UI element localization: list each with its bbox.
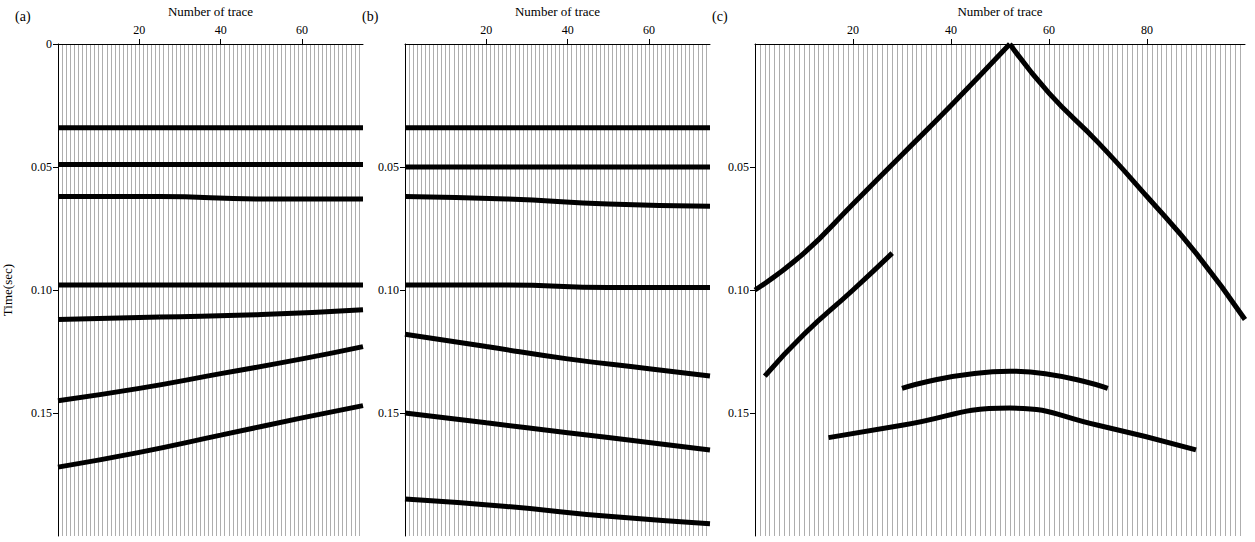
svg-text:20: 20 [133,23,145,37]
svg-text:40: 40 [215,23,227,37]
svg-text:60: 60 [643,23,655,37]
svg-text:(c): (c) [712,9,728,25]
svg-text:0.05: 0.05 [31,160,52,174]
svg-text:0.05: 0.05 [378,160,399,174]
svg-text:80: 80 [1141,23,1153,37]
svg-text:Number of trace: Number of trace [957,4,1042,19]
svg-text:(a): (a) [15,9,31,25]
svg-text:60: 60 [1043,23,1055,37]
svg-text:20: 20 [847,23,859,37]
svg-text:0.15: 0.15 [31,406,52,420]
svg-text:60: 60 [296,23,308,37]
svg-text:0.15: 0.15 [378,406,399,420]
svg-text:40: 40 [945,23,957,37]
svg-text:Time(sec): Time(sec) [0,264,15,316]
svg-text:(b): (b) [362,9,379,25]
svg-text:0.10: 0.10 [378,283,399,297]
svg-text:Number of trace: Number of trace [168,4,253,19]
svg-text:40: 40 [562,23,574,37]
svg-text:20: 20 [480,23,492,37]
svg-text:0.15: 0.15 [728,406,749,420]
svg-text:0.10: 0.10 [728,283,749,297]
svg-text:Number of trace: Number of trace [515,4,600,19]
svg-text:0.05: 0.05 [728,160,749,174]
svg-text:0: 0 [46,37,52,51]
svg-text:0.10: 0.10 [31,283,52,297]
